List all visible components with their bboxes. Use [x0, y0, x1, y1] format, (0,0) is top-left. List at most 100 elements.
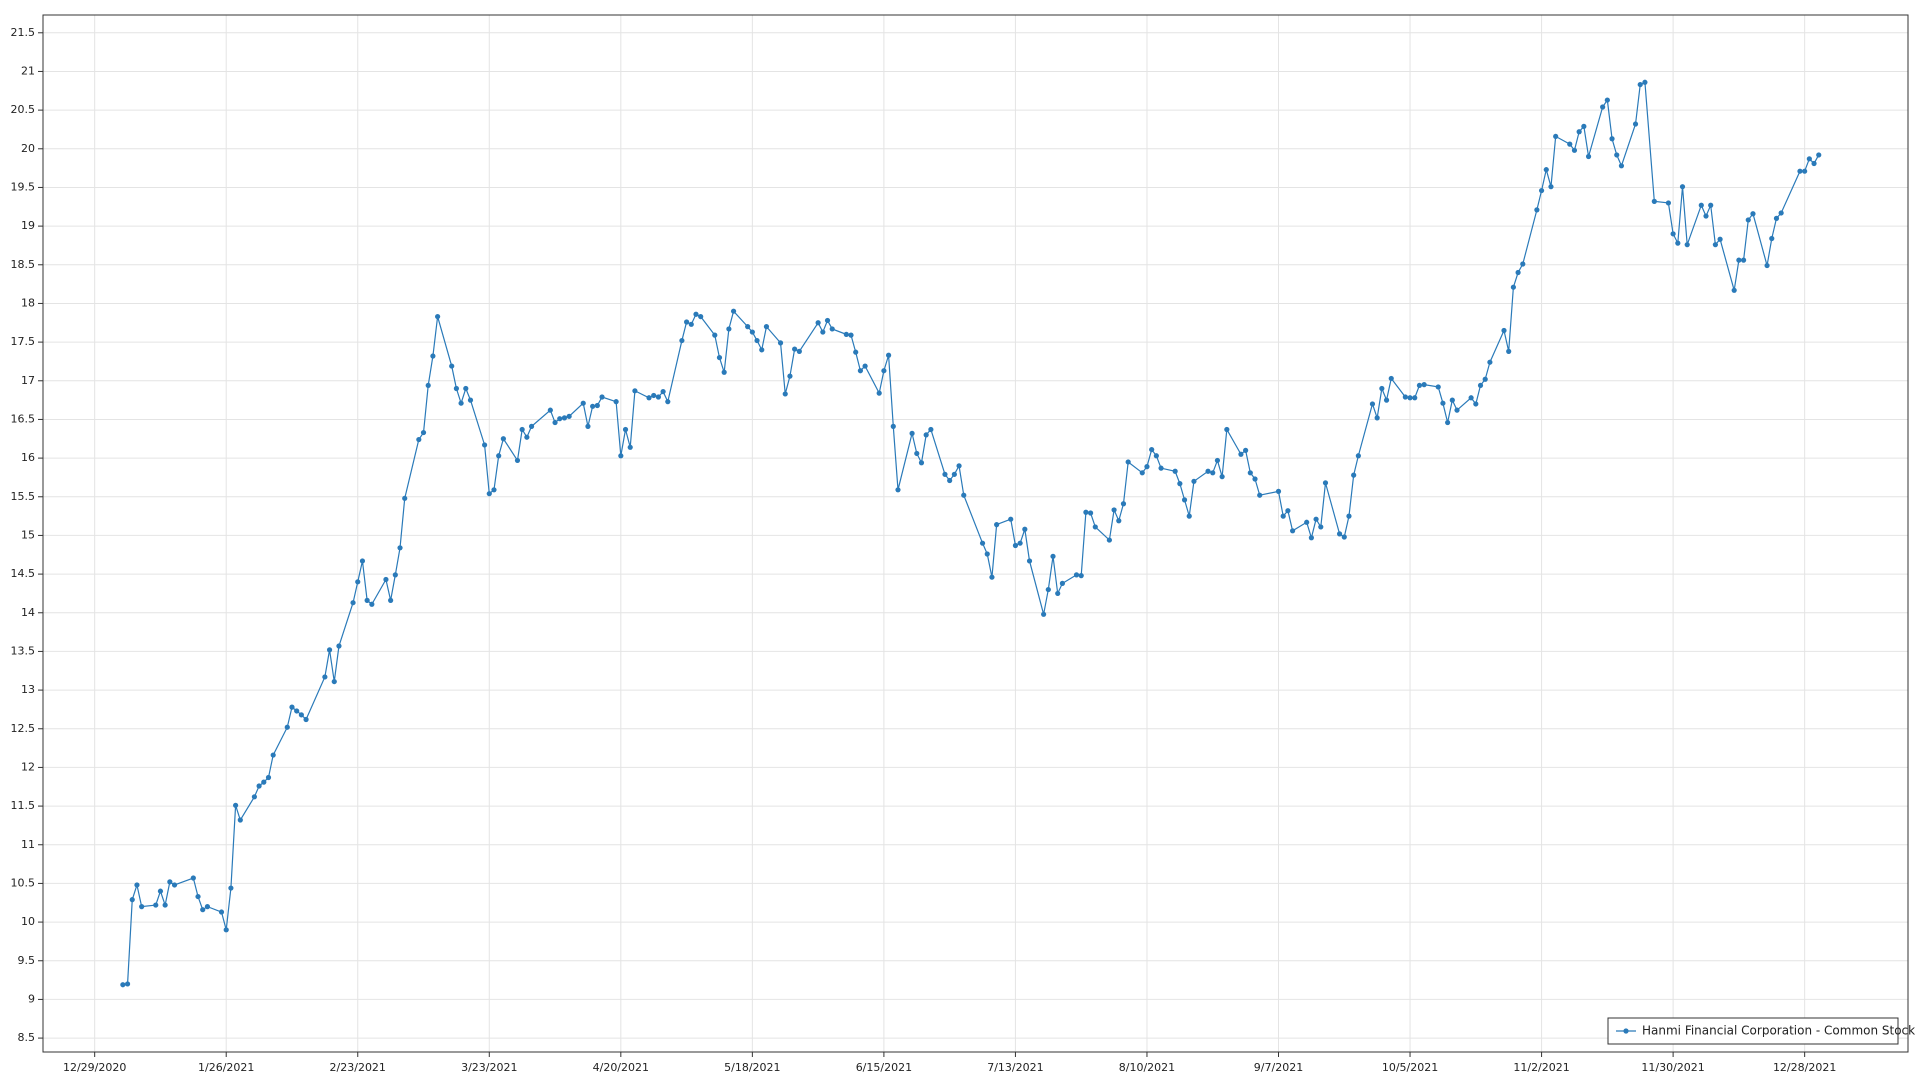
y-tick-label: 15.5 [11, 490, 36, 503]
data-point [1600, 104, 1606, 110]
data-point [153, 902, 159, 908]
data-point [918, 460, 925, 466]
data-point [1435, 384, 1441, 390]
data-point [792, 346, 798, 352]
data-point [1811, 160, 1817, 167]
data-point [716, 354, 723, 361]
data-point [350, 600, 356, 606]
data-point [1116, 518, 1122, 524]
x-tick-label: 1/26/2021 [198, 1061, 254, 1074]
data-point [1219, 474, 1225, 480]
data-point [1637, 81, 1643, 88]
data-point [547, 407, 553, 413]
data-point [1520, 261, 1526, 267]
data-point [749, 329, 755, 335]
data-point [627, 444, 633, 450]
data-point [200, 907, 206, 913]
data-point [491, 487, 497, 493]
x-tick-label: 9/7/2021 [1254, 1061, 1303, 1074]
data-point [1092, 524, 1098, 530]
data-point [420, 429, 427, 436]
y-tick-label: 15 [21, 528, 35, 541]
data-point [763, 324, 770, 330]
data-point [416, 436, 422, 443]
data-point [528, 423, 535, 429]
data-point [1806, 156, 1812, 162]
data-point [730, 308, 737, 314]
data-point [1379, 385, 1385, 392]
data-point [1313, 516, 1319, 522]
data-point [1149, 446, 1155, 453]
data-point [1802, 168, 1808, 174]
series-line [122, 81, 1820, 986]
y-tick-label: 8.5 [18, 1031, 36, 1044]
data-point [1675, 240, 1681, 246]
data-point [961, 492, 967, 498]
data-point [289, 704, 295, 710]
data-point [1247, 470, 1253, 476]
data-point [402, 495, 408, 501]
data-point [796, 348, 802, 354]
data-point [1153, 453, 1159, 459]
data-point [984, 551, 990, 557]
data-point [820, 329, 826, 335]
data-point [1731, 287, 1737, 293]
data-point [1515, 269, 1521, 276]
data-point [1712, 242, 1718, 248]
y-tick-label: 19 [21, 219, 35, 232]
y-tick-label: 21 [21, 64, 35, 77]
data-point [679, 337, 685, 344]
data-point [1609, 136, 1615, 142]
x-tick-label: 12/28/2021 [1773, 1061, 1836, 1074]
data-point [1567, 141, 1573, 147]
data-point [359, 558, 366, 564]
y-tick-label: 14.5 [11, 567, 36, 580]
y-tick-label: 13 [21, 683, 35, 696]
y-tick-label: 11.5 [11, 799, 36, 812]
y-tick-label: 11 [21, 838, 35, 851]
data-point [1670, 231, 1676, 237]
y-tick-label: 19.5 [11, 180, 36, 193]
data-point [1487, 359, 1493, 365]
data-point [1440, 400, 1446, 406]
data-point [1604, 97, 1610, 103]
data-point [496, 453, 502, 459]
data-point [1740, 257, 1747, 263]
data-point [139, 904, 145, 910]
data-point [1308, 535, 1314, 541]
data-point [120, 982, 126, 988]
data-point [561, 415, 568, 421]
y-tick-label: 13.5 [11, 644, 36, 657]
data-point [646, 395, 652, 401]
x-tick-label: 4/20/2021 [593, 1061, 649, 1074]
data-point [1078, 573, 1084, 579]
data-point [1585, 153, 1592, 160]
data-point [909, 430, 915, 436]
data-point [1445, 419, 1451, 426]
data-point [726, 326, 732, 332]
data-point [1050, 553, 1056, 559]
legend-marker [1623, 1028, 1629, 1034]
data-point [218, 909, 225, 915]
data-point [1008, 516, 1014, 522]
data-point [1534, 207, 1540, 213]
data-point [1238, 451, 1244, 457]
y-tick-label: 16.5 [11, 412, 36, 425]
data-point [712, 332, 718, 338]
x-tick-label: 7/13/2021 [987, 1061, 1043, 1074]
data-point [1778, 210, 1784, 216]
data-point [599, 394, 605, 400]
data-point [1614, 152, 1620, 158]
data-point [1224, 426, 1230, 433]
data-point [397, 545, 403, 551]
data-point [1548, 184, 1554, 190]
data-point [1055, 590, 1061, 597]
data-point [890, 423, 896, 429]
data-point [369, 601, 375, 607]
data-point [1679, 184, 1686, 190]
y-tick-label: 12.5 [11, 722, 36, 735]
data-point [876, 390, 882, 396]
y-tick-label: 9 [28, 992, 35, 1005]
